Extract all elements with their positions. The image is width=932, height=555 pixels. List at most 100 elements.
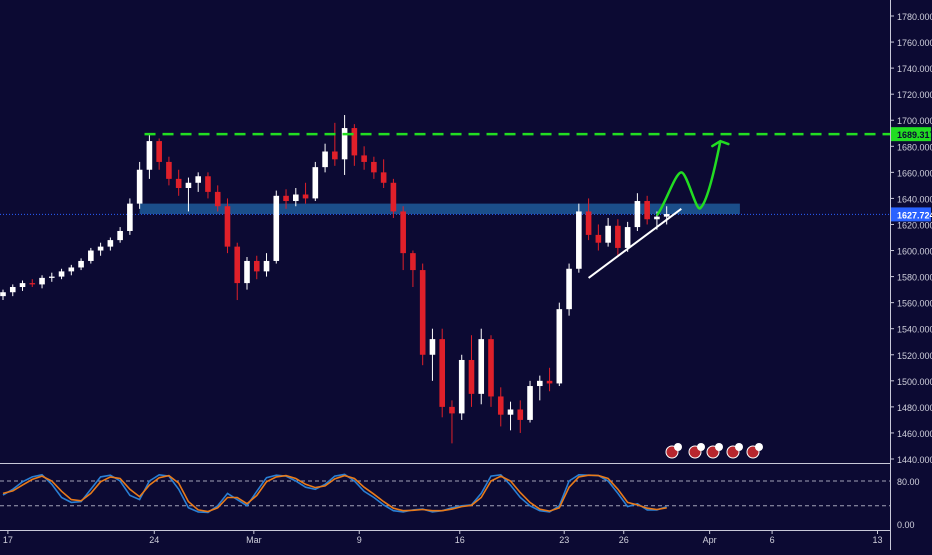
- x-tick-label: 13: [872, 535, 882, 545]
- candle-body: [537, 380, 543, 387]
- candle-body: [419, 270, 426, 355]
- trendline: [588, 208, 682, 279]
- candle-body: [224, 206, 231, 247]
- oscillator-series-2: [2, 474, 667, 513]
- oscillator-tick-label: 80.00: [897, 477, 920, 487]
- candle-body: [322, 151, 328, 168]
- price-pane: [0, 115, 890, 459]
- candle-body: [49, 276, 55, 278]
- candle-body: [39, 277, 45, 285]
- y-tick-label: 1660.000: [897, 168, 932, 178]
- candle-body: [156, 141, 162, 162]
- candle-body: [0, 292, 6, 297]
- candle-body: [312, 167, 319, 199]
- candle-body: [263, 260, 270, 272]
- y-tick-label: 1580.000: [897, 273, 932, 283]
- candle-body: [390, 182, 397, 212]
- candle-body: [205, 176, 211, 192]
- candle-body: [88, 250, 94, 261]
- candle-body: [663, 214, 670, 217]
- candle-body: [400, 211, 406, 254]
- candle-body: [410, 253, 416, 271]
- candle-body: [556, 309, 563, 384]
- y-tick-label: 1720.000: [897, 90, 932, 100]
- y-tick-label: 1780.000: [897, 12, 932, 22]
- candle-body: [634, 201, 641, 228]
- candle-body: [351, 128, 358, 156]
- candle-body: [136, 169, 143, 204]
- candle-body: [234, 246, 241, 284]
- candle-body: [117, 230, 123, 241]
- y-tick-label: 1460.000: [897, 429, 932, 439]
- candle-body: [166, 161, 172, 179]
- y-tick-label: 1560.000: [897, 299, 932, 309]
- candle-body: [527, 386, 533, 420]
- x-tick-label: 6: [770, 535, 775, 545]
- x-tick-label: 23: [559, 535, 569, 545]
- candle-body: [332, 151, 338, 160]
- y-tick-label: 1680.000: [897, 142, 932, 152]
- y-tick-label: 1620.000: [897, 220, 932, 230]
- candle-body: [68, 267, 75, 272]
- candle-body: [97, 246, 104, 251]
- candle-body: [78, 260, 84, 268]
- candle-body: [107, 240, 114, 247]
- y-tick-label: 1760.000: [897, 38, 932, 48]
- candle-body: [615, 225, 621, 248]
- candle-body: [576, 211, 582, 269]
- candle-body: [283, 195, 289, 202]
- candle-body: [458, 359, 465, 414]
- y-tick-label: 1480.000: [897, 403, 932, 413]
- candle-body: [361, 155, 367, 162]
- candle-body: [29, 283, 36, 285]
- candle-body: [195, 176, 201, 183]
- candle-body: [214, 191, 221, 207]
- candle-body: [468, 359, 475, 394]
- resistance-price-label: 1689.317: [897, 130, 932, 140]
- event-count-icon: [715, 443, 723, 451]
- projection-arrow: [655, 140, 722, 217]
- candle-body: [546, 380, 553, 384]
- candle-body: [605, 225, 611, 243]
- candle-body: [127, 203, 133, 231]
- candle-body: [517, 409, 524, 420]
- x-tick-label: 17: [3, 535, 13, 545]
- y-tick-label: 1540.000: [897, 325, 932, 335]
- candle-body: [244, 260, 250, 284]
- candle-body: [175, 178, 182, 188]
- support-zone: [139, 203, 740, 215]
- projection-arrowhead: [711, 139, 730, 148]
- candle-body: [429, 339, 436, 355]
- candle-body: [146, 141, 153, 170]
- y-tick-label: 1520.000: [897, 351, 932, 361]
- x-tick-label: Mar: [246, 535, 262, 545]
- candle-body: [9, 287, 16, 293]
- candle-body: [19, 283, 26, 288]
- candle-body: [253, 260, 260, 272]
- event-count-icon: [697, 443, 705, 451]
- candle-body: [507, 409, 514, 415]
- event-count-icon: [735, 443, 743, 451]
- x-tick-label: 16: [455, 535, 465, 545]
- candle-body: [449, 406, 455, 414]
- candle-body: [439, 339, 445, 407]
- candle-body: [380, 172, 387, 183]
- y-tick-label: 1600.000: [897, 247, 932, 257]
- candle-body: [371, 161, 377, 173]
- candle-body: [585, 211, 592, 235]
- candle-body: [58, 271, 65, 277]
- candle-body: [273, 195, 280, 261]
- y-tick-label: 1440.000: [897, 455, 932, 465]
- candle-body: [341, 128, 348, 160]
- candle-body: [654, 216, 660, 220]
- x-tick-label: 9: [357, 535, 362, 545]
- current-price-label: 1627.724: [897, 210, 932, 220]
- y-tick-label: 1740.000: [897, 64, 932, 74]
- event-count-icon: [755, 443, 763, 451]
- oscillator-pane: [0, 473, 890, 514]
- x-tick-label: 26: [619, 535, 629, 545]
